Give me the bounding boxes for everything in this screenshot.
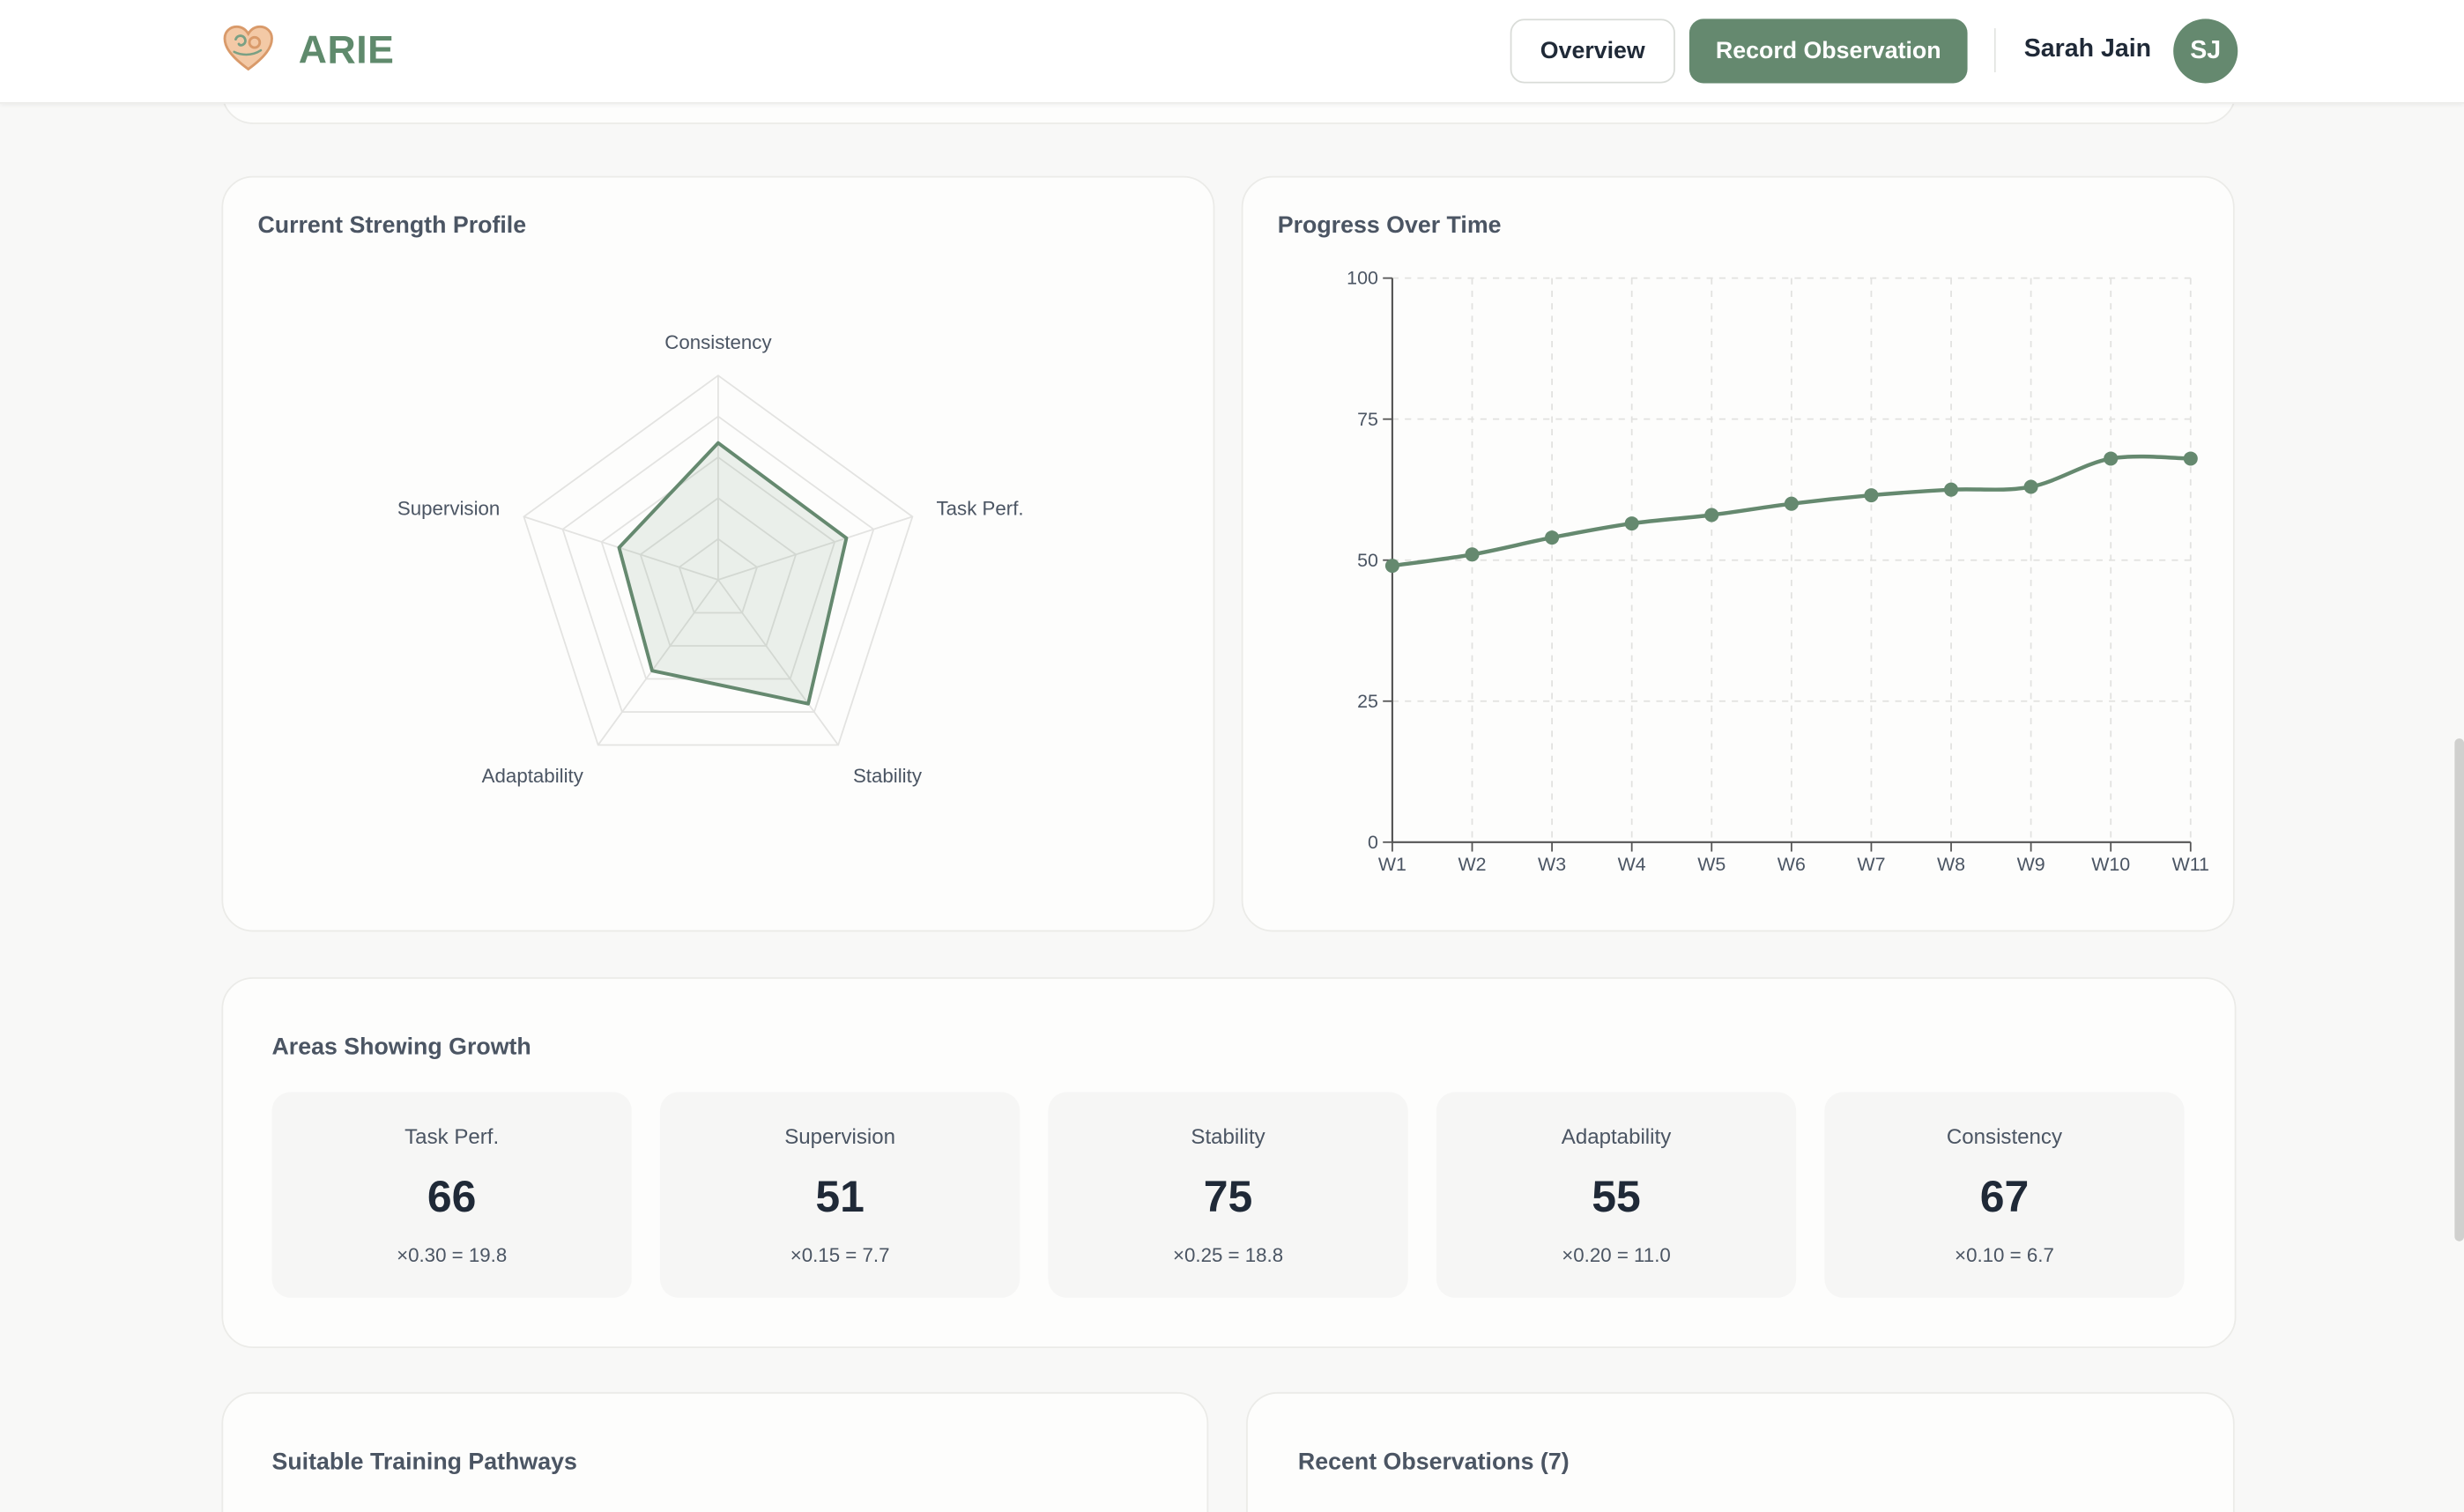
metric-formula: ×0.15 = 7.7 xyxy=(790,1244,890,1267)
data-point xyxy=(2023,479,2038,494)
x-tick-label: W5 xyxy=(1697,854,1726,875)
data-point xyxy=(1864,488,1879,503)
metric-card-task-perf: Task Perf. 66 ×0.30 = 19.8 xyxy=(271,1092,632,1298)
header-divider xyxy=(1993,28,1996,73)
top-header: ARIE Overview Record Observation Sarah J… xyxy=(0,0,2464,104)
recent-observations-card: Recent Observations (7) xyxy=(1246,1391,2235,1512)
y-tick-label: 100 xyxy=(1347,268,1378,289)
radar-spoke xyxy=(717,515,913,581)
y-tick-label: 0 xyxy=(1368,832,1378,853)
heart-logo-icon xyxy=(223,25,273,71)
radar-axis-label: Consistency xyxy=(664,331,772,353)
app-logo-text: ARIE xyxy=(298,28,395,73)
metric-value: 66 xyxy=(427,1172,477,1221)
metric-value: 55 xyxy=(1592,1172,1641,1221)
metric-value: 51 xyxy=(815,1172,865,1221)
metric-label: Adaptability xyxy=(1561,1124,1672,1149)
radar-grid-ring xyxy=(523,374,914,746)
progress-card: Progress Over Time xyxy=(1241,175,2235,932)
data-point xyxy=(1465,547,1480,562)
y-tick-label: 50 xyxy=(1357,550,1378,571)
x-tick-label: W6 xyxy=(1777,854,1806,875)
data-point xyxy=(1784,496,1799,511)
strength-profile-title: Current Strength Profile xyxy=(257,211,527,240)
progress-title: Progress Over Time xyxy=(1277,211,1502,240)
radar-data-polygon xyxy=(617,441,849,706)
data-point xyxy=(2104,451,2119,466)
data-point xyxy=(2183,451,2198,466)
radar-axis-label: Adaptability xyxy=(482,765,584,787)
x-tick-label: W8 xyxy=(1937,854,1965,875)
data-point xyxy=(1384,559,1399,574)
metric-label: Supervision xyxy=(784,1124,896,1149)
radar-spoke xyxy=(717,579,839,746)
overview-button[interactable]: Overview xyxy=(1510,19,1675,84)
data-point xyxy=(1545,530,1560,545)
radar-grid-ring xyxy=(678,537,759,614)
metric-card-stability: Stability 75 ×0.25 = 18.8 xyxy=(1048,1092,1408,1298)
record-observation-button[interactable]: Record Observation xyxy=(1688,19,1968,84)
metric-label: Stability xyxy=(1191,1124,1265,1149)
strength-radar-chart: Consistency Task Perf. Stability Adaptabili… xyxy=(397,331,1024,787)
user-name[interactable]: Sarah Jain xyxy=(2023,36,2152,63)
progress-line-chart: 0 25 50 75 100 W1 W2 W3 W4 W5 W6 W7 W8 W9 W10 W11 xyxy=(1347,268,2209,875)
x-tick-label: W3 xyxy=(1538,854,1566,875)
radar-grid-ring xyxy=(600,456,836,680)
x-tick-label: W2 xyxy=(1458,854,1486,875)
metric-value: 75 xyxy=(1203,1172,1253,1221)
radar-grid-ring xyxy=(561,415,875,713)
recent-observations-title: Recent Observations (7) xyxy=(1297,1449,1570,1476)
y-tick-label: 25 xyxy=(1357,691,1378,712)
radar-axis-label: Stability xyxy=(853,765,923,787)
data-point xyxy=(1624,516,1639,531)
x-tick-label: W1 xyxy=(1378,854,1406,875)
growth-title: Areas Showing Growth xyxy=(271,1034,531,1061)
metric-formula: ×0.25 = 18.8 xyxy=(1172,1244,1284,1267)
page-scrollbar[interactable] xyxy=(2454,738,2464,1241)
metric-card-adaptability: Adaptability 55 ×0.20 = 11.0 xyxy=(1436,1092,1797,1298)
x-tick-label: W9 xyxy=(2017,854,2045,875)
metric-card-supervision: Supervision 51 ×0.15 = 7.7 xyxy=(659,1092,1020,1298)
x-tick-label: W11 xyxy=(2172,854,2209,875)
metric-formula: ×0.10 = 6.7 xyxy=(1955,1244,2054,1267)
metric-formula: ×0.30 = 19.8 xyxy=(397,1244,508,1267)
x-tick-label: W10 xyxy=(2091,854,2130,875)
x-tick-label: W4 xyxy=(1618,854,1646,875)
metric-label: Consistency xyxy=(1946,1124,2063,1149)
metric-value: 67 xyxy=(1979,1172,2030,1221)
training-pathways-card: Suitable Training Pathways xyxy=(221,1391,1209,1512)
radar-spoke xyxy=(597,579,719,746)
y-tick-label: 75 xyxy=(1357,409,1378,430)
metric-card-consistency: Consistency 67 ×0.10 = 6.7 xyxy=(1824,1092,2185,1298)
x-tick-label: W7 xyxy=(1857,854,1885,875)
data-point xyxy=(1943,482,1959,497)
metric-label: Task Perf. xyxy=(404,1124,500,1149)
radar-axis-label: Supervision xyxy=(397,498,500,520)
radar-grid-ring xyxy=(639,497,798,647)
radar-axis-label: Task Perf. xyxy=(937,498,1024,520)
metric-formula: ×0.20 = 11.0 xyxy=(1562,1244,1671,1267)
user-avatar[interactable]: SJ xyxy=(2173,19,2238,84)
training-pathways-title: Suitable Training Pathways xyxy=(271,1449,577,1476)
data-point xyxy=(1704,508,1719,523)
